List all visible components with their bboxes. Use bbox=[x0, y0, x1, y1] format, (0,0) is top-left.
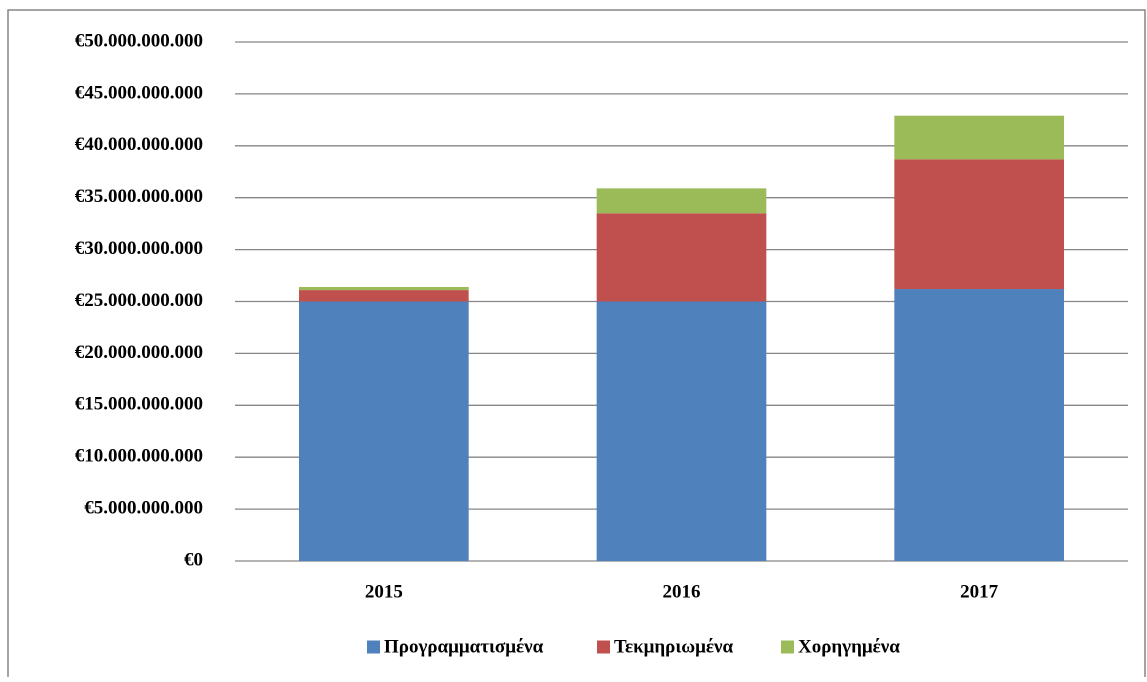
legend-swatch bbox=[367, 640, 380, 654]
legend-label: Χορηγημένα bbox=[798, 636, 900, 657]
bar-segment bbox=[894, 289, 1065, 561]
y-tick-label: €50.000.000.000 bbox=[75, 30, 203, 51]
x-tick-label: 2017 bbox=[960, 581, 999, 602]
y-tick-label: €40.000.000.000 bbox=[75, 134, 203, 155]
bar-segment bbox=[596, 188, 767, 214]
bar-segment bbox=[298, 286, 469, 291]
y-tick-label: €30.000.000.000 bbox=[75, 238, 203, 259]
bar-segment bbox=[596, 301, 767, 561]
y-tick-label: €35.000.000.000 bbox=[75, 186, 203, 207]
legend-swatch bbox=[781, 640, 794, 654]
y-tick-label: €10.000.000.000 bbox=[75, 446, 203, 467]
bar-segment bbox=[894, 115, 1065, 160]
y-tick-label: €0 bbox=[184, 549, 203, 570]
y-tick-label: €15.000.000.000 bbox=[75, 394, 203, 415]
y-tick-label: €5.000.000.000 bbox=[84, 497, 203, 518]
legend-label: Τεκμηριωμένα bbox=[614, 636, 733, 657]
bar-segment bbox=[298, 301, 469, 561]
bar-segment bbox=[596, 213, 767, 302]
legend-label: Προγραμματισμένα bbox=[384, 636, 544, 657]
x-tick-label: 2016 bbox=[663, 581, 701, 602]
legend-swatch bbox=[597, 640, 610, 654]
y-tick-label: €25.000.000.000 bbox=[75, 290, 203, 311]
x-tick-label: 2015 bbox=[365, 581, 403, 602]
y-tick-label: €45.000.000.000 bbox=[75, 82, 203, 103]
y-tick-label: €20.000.000.000 bbox=[75, 342, 203, 363]
bar-segment bbox=[298, 290, 469, 302]
bar-segment bbox=[894, 159, 1065, 290]
